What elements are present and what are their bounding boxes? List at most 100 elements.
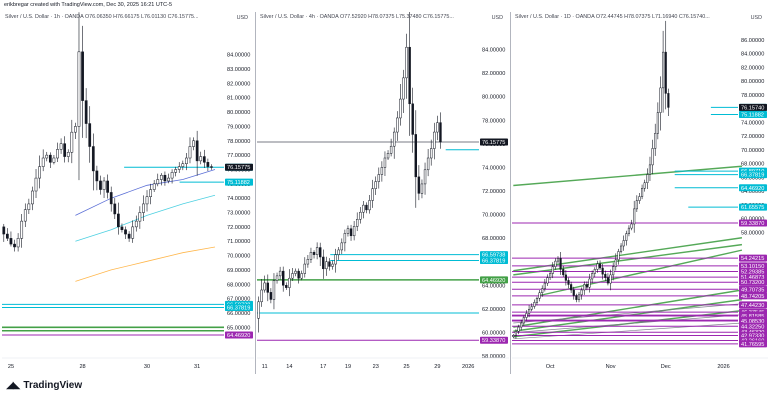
y-tick-label: 70.00000: [227, 254, 250, 260]
y-tick-label: 84.00000: [227, 53, 250, 59]
candle-body: [627, 227, 631, 234]
pane-divider[interactable]: [255, 12, 256, 374]
currency-label: USD: [236, 15, 248, 21]
candle-body: [138, 212, 142, 222]
y-tick-label: 67.00000: [227, 297, 250, 303]
candle-body: [63, 143, 67, 157]
candle-body: [167, 177, 170, 182]
brand-name: TradingView: [23, 380, 83, 391]
price-level-label: 59.33870: [741, 221, 764, 227]
chart-pane-1d[interactable]: 86.00000 84.00000 82.00000 80.00000 78.00000…: [512, 12, 768, 374]
y-tick-label: 86.00000: [741, 38, 764, 44]
x-tick-label: 25: [403, 364, 409, 370]
price-level-label: 48.74205: [741, 294, 764, 300]
candle-body: [664, 51, 667, 94]
price-level-tag: [739, 292, 767, 300]
candle-body: [131, 226, 135, 239]
symbol-title: Silver / U.S. Dollar · 4h · OANDA: [260, 14, 339, 20]
y-tick-label: 64.00000: [741, 189, 764, 195]
candle-body: [377, 174, 380, 182]
price-level-tag: [739, 171, 767, 179]
candle-body: [56, 149, 59, 159]
y-tick-label: 78.00000: [741, 93, 764, 99]
candle-body: [34, 177, 38, 192]
candle-body: [386, 153, 390, 159]
y-tick-label: 68.00000: [741, 162, 764, 168]
chart-canvas: 84.0000082.0000080.0000078.0000076.00000…: [257, 12, 509, 370]
last-price-label: 76.15740: [741, 105, 764, 111]
candle-body: [294, 270, 297, 274]
candle-body: [99, 180, 102, 190]
candle-body: [102, 180, 106, 190]
ohlc-readout: O76.06350 H76.66175 L76.01130 C76.15775.…: [84, 14, 199, 20]
price-level-tag: [739, 254, 767, 262]
price-level-tag: [480, 336, 508, 344]
candle-body: [91, 146, 95, 172]
price-level-tag: [739, 219, 767, 227]
price-level-label: 66.59738: [482, 253, 505, 259]
candle-body: [303, 263, 306, 274]
chart-canvas: 84.00000 83.00000 82.00000 81.00000 80.00000…: [2, 12, 254, 370]
candle-body: [334, 254, 337, 265]
candle-body: [309, 252, 313, 260]
candle-body: [359, 211, 362, 220]
candle-body: [288, 277, 291, 288]
y-tick-label: 60.00000: [482, 330, 505, 336]
candle-body: [423, 169, 427, 185]
currency-label: USD: [750, 15, 762, 21]
y-tick-label: 82.00000: [227, 81, 250, 87]
candle-body: [520, 322, 523, 328]
y-tick-label: 71.00000: [227, 239, 250, 245]
price-level-label: 59.33870: [482, 338, 505, 344]
candle-body: [202, 156, 206, 163]
candle-body: [346, 228, 350, 234]
pane-title: Silver / U.S. Dollar · 1h · OANDA O76.06…: [5, 14, 198, 20]
candle-body: [405, 46, 408, 79]
candle-body: [648, 164, 652, 175]
price-level-tag: [225, 178, 253, 186]
candle-body: [31, 190, 34, 205]
candle-body: [662, 51, 665, 89]
candle-body: [667, 93, 670, 108]
x-tick-label: 28: [79, 364, 85, 370]
chart-credit: erikbregar created with TradingView.com,…: [4, 2, 173, 8]
currency-label: USD: [491, 15, 503, 21]
candle-body: [651, 148, 654, 166]
price-level-tag: [225, 304, 253, 312]
candle-body: [549, 273, 552, 278]
candle-body: [27, 203, 31, 210]
candle-body: [188, 146, 192, 159]
chart-pane-4h[interactable]: 84.0000082.0000080.0000078.0000076.00000…: [257, 12, 509, 374]
candle-body: [512, 335, 515, 337]
y-tick-label: 60.00000: [741, 217, 764, 223]
chart-pane-1h[interactable]: 84.00000 83.00000 82.00000 81.00000 80.00000…: [2, 12, 254, 374]
candle-body: [362, 204, 365, 213]
candle-body: [609, 274, 612, 284]
candle-body: [567, 280, 570, 285]
candle-body: [297, 270, 300, 279]
pane-divider[interactable]: [510, 12, 511, 374]
price-level-tag: [739, 322, 767, 330]
candle-body: [420, 183, 424, 194]
last-price-label: 76.15775: [227, 165, 250, 171]
last-price-tag: [739, 103, 767, 111]
price-level-label: 54.24215: [741, 256, 764, 262]
candle-body: [174, 169, 178, 173]
candle-body: [315, 247, 319, 255]
price-level-tag: [739, 203, 767, 211]
x-tick-label: 25: [8, 364, 14, 370]
candle-body: [614, 259, 617, 267]
y-tick-label: 74.00000: [227, 196, 250, 202]
candle-body: [134, 220, 138, 228]
candle-body: [638, 196, 641, 201]
tradingview-brand[interactable]: ◢◣ TradingView: [6, 380, 82, 391]
price-level-tag: [739, 111, 767, 119]
candle-body: [633, 208, 636, 225]
candle-body: [380, 167, 384, 175]
candle-body: [159, 174, 163, 180]
price-level-tag: [739, 262, 767, 270]
price-level-label: 75.11882: [741, 113, 764, 119]
candle-body: [619, 245, 623, 252]
candle-body: [74, 126, 77, 133]
candle-body: [598, 263, 602, 269]
